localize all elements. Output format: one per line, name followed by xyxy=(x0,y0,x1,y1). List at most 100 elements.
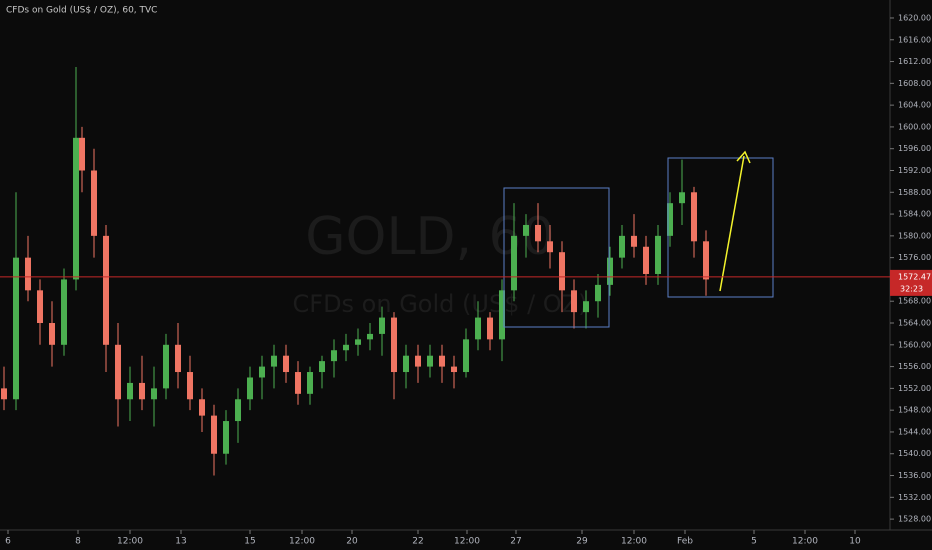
candle-body xyxy=(247,377,253,400)
x-tick-label: 6 xyxy=(5,537,11,547)
candle-body xyxy=(415,355,421,367)
candle-body xyxy=(175,344,181,373)
y-tick-label: 1592.00 xyxy=(898,166,931,175)
candle-body xyxy=(103,235,109,345)
x-tick-label: 13 xyxy=(175,537,186,547)
arrow-head xyxy=(736,150,751,164)
y-tick-label: 1612.00 xyxy=(898,57,931,66)
y-tick-label: 1544.00 xyxy=(898,427,931,436)
y-tick-label: 1596.00 xyxy=(898,144,931,153)
y-tick-label: 1548.00 xyxy=(898,406,931,415)
candle-body xyxy=(595,284,601,302)
candle-body xyxy=(151,388,157,400)
last-price-box xyxy=(890,269,932,296)
drawings xyxy=(503,150,774,328)
x-tick-label: 15 xyxy=(244,537,255,547)
candle-body xyxy=(1,388,7,400)
candle-body xyxy=(655,235,661,274)
candle-body xyxy=(511,235,517,291)
candle-body xyxy=(487,317,493,340)
candle-body xyxy=(295,372,301,394)
candle-body xyxy=(49,323,55,345)
candle-body xyxy=(403,355,409,373)
candle-body xyxy=(211,415,217,454)
candle-body xyxy=(643,246,649,274)
x-tick-label: 29 xyxy=(576,537,588,547)
candle-body xyxy=(331,350,337,362)
chart-title: CFDs on Gold (US$ / OZ), 60, TVC xyxy=(6,6,157,16)
y-tick-label: 1528.00 xyxy=(898,515,931,524)
candle-body xyxy=(427,355,433,367)
candle-body xyxy=(691,192,697,242)
y-tick-label: 1532.00 xyxy=(898,493,931,502)
y-tick-label: 1600.00 xyxy=(898,122,931,131)
candle-body xyxy=(139,382,145,400)
y-tick-label: 1560.00 xyxy=(898,340,931,349)
candle-body xyxy=(79,137,85,171)
candle-body xyxy=(199,399,205,416)
x-tick-label: 5 xyxy=(751,537,757,547)
candle-body xyxy=(703,241,709,280)
candle-body xyxy=(583,301,589,313)
watermark-name: CFDs on Gold (US$ / OZ) xyxy=(293,290,588,318)
x-tick-label: Feb xyxy=(677,537,693,547)
candle-body xyxy=(25,257,31,291)
y-tick-label: 1580.00 xyxy=(898,231,931,240)
candle-body xyxy=(271,355,277,367)
candle-body xyxy=(13,257,19,400)
rectangle-drawing xyxy=(667,157,774,298)
y-tick-label: 1564.00 xyxy=(898,319,931,328)
candle-body xyxy=(391,317,397,373)
y-tick-label: 1584.00 xyxy=(898,210,931,219)
candle-body xyxy=(547,241,553,253)
candle-body xyxy=(343,344,349,351)
candle-body xyxy=(235,399,241,422)
candle-body xyxy=(463,339,469,373)
candle-body xyxy=(355,339,361,345)
x-tick-label: 12:00 xyxy=(621,537,647,547)
y-tick-label: 1620.00 xyxy=(898,13,931,22)
candle-body xyxy=(379,317,385,334)
y-tick-label: 1552.00 xyxy=(898,384,931,393)
x-tick-label: 22 xyxy=(412,537,423,547)
candle-body xyxy=(475,317,481,340)
plot xyxy=(1,66,709,476)
candle-body xyxy=(73,137,79,280)
candle-body xyxy=(163,344,169,389)
candle-body xyxy=(439,355,445,367)
x-tick-label: 10 xyxy=(849,537,861,547)
candle-body xyxy=(187,372,193,400)
candle-body xyxy=(523,224,529,236)
candle-body xyxy=(667,203,673,236)
x-tick-label: 12:00 xyxy=(454,537,480,547)
candle-body xyxy=(367,333,373,340)
last-price-label: 1572.47 xyxy=(898,272,931,281)
candle-body xyxy=(607,257,613,285)
y-tick-label: 1540.00 xyxy=(898,449,931,458)
y-tick-label: 1608.00 xyxy=(898,79,931,88)
candle-body xyxy=(307,372,313,394)
countdown-label: 32:23 xyxy=(900,284,923,293)
candle-body xyxy=(283,355,289,373)
arrow-drawing xyxy=(719,155,745,292)
rectangle-drawing xyxy=(503,187,610,328)
y-tick-label: 1556.00 xyxy=(898,362,931,371)
candle-body xyxy=(115,344,121,400)
candle-body xyxy=(679,192,685,204)
candle-body xyxy=(499,290,505,340)
candle-body xyxy=(127,382,133,400)
y-tick-label: 1616.00 xyxy=(898,35,931,44)
x-tick-label: 12:00 xyxy=(289,537,315,547)
candle-body xyxy=(451,366,457,373)
candle-body xyxy=(559,252,565,291)
candle-body xyxy=(259,366,265,378)
y-tick-label: 1568.00 xyxy=(898,297,931,306)
candle-body xyxy=(61,279,67,345)
candle-body xyxy=(571,290,577,313)
x-tick-label: 20 xyxy=(346,537,358,547)
watermark: GOLD, 60 CFDs on Gold (US$ / OZ) xyxy=(293,207,588,318)
candle-body xyxy=(631,235,637,247)
x-tick-label: 12:00 xyxy=(792,537,818,547)
